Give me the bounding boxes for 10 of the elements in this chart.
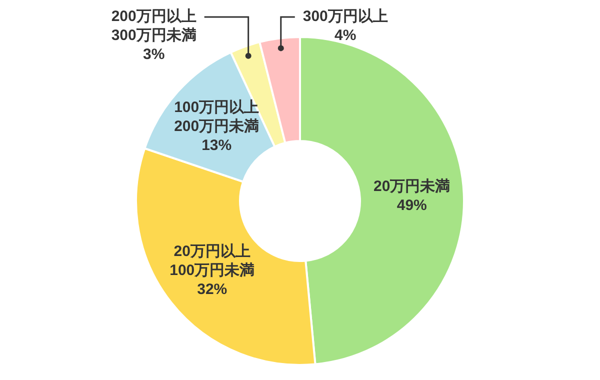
data-label: 3% xyxy=(142,45,166,64)
data-label: 32% xyxy=(196,280,228,299)
slice-label: 300万円以上 xyxy=(302,7,389,26)
slice-label: 200万円以上300万円未満 xyxy=(110,7,198,45)
slice-label: 20万円以上100万円未満 xyxy=(168,242,256,280)
slice-label: 100万円以上200万円未満 xyxy=(173,98,260,136)
slice-label: 20万円未満 xyxy=(372,176,452,196)
data-label: 49% xyxy=(396,196,428,215)
data-label: 4% xyxy=(334,26,358,45)
data-label: 13% xyxy=(200,136,233,155)
